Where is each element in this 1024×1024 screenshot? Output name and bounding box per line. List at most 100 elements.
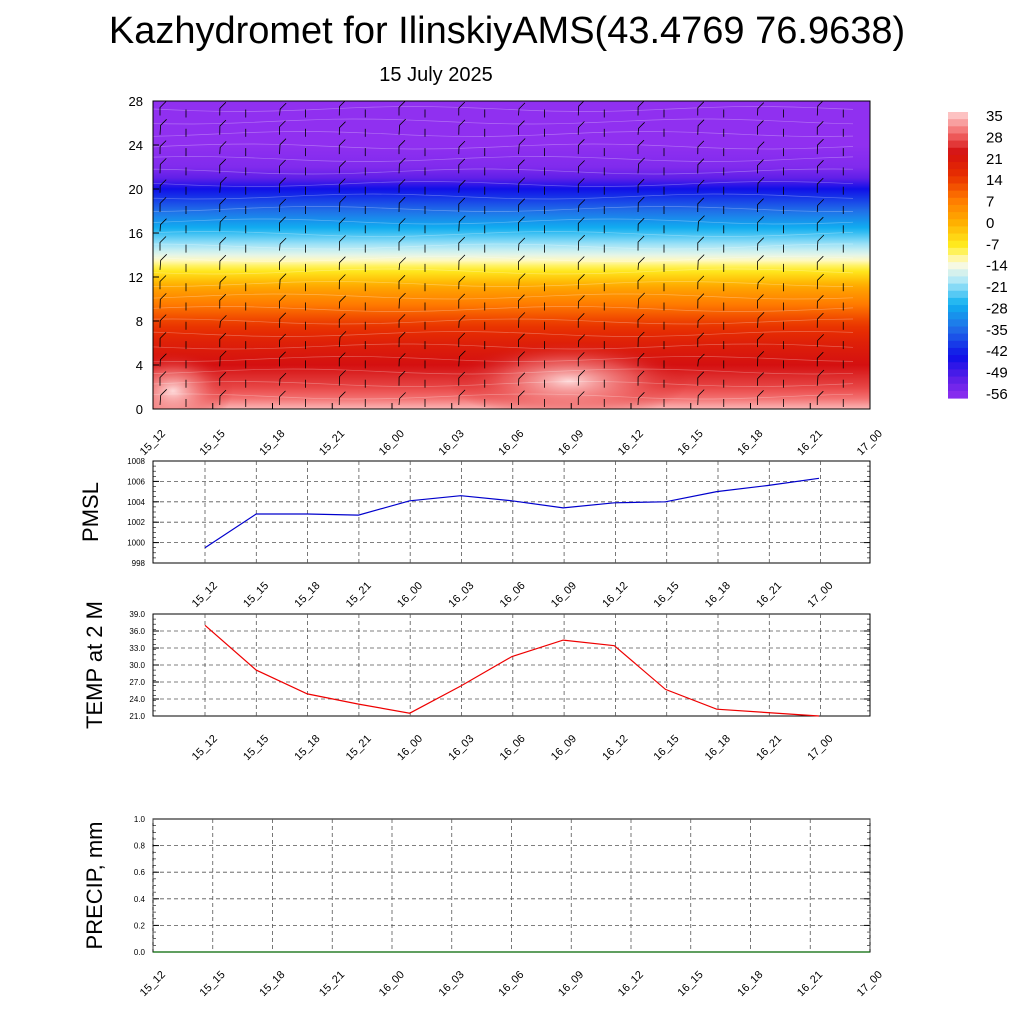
wind-barb bbox=[398, 118, 406, 135]
contour-line bbox=[153, 256, 854, 262]
y-tick-label: 4 bbox=[136, 358, 143, 373]
wind-barb bbox=[518, 120, 525, 135]
wind-barb bbox=[338, 313, 346, 328]
wind-barb bbox=[637, 157, 645, 174]
wind-barb bbox=[816, 351, 824, 367]
wind-barb bbox=[697, 275, 705, 290]
wind-barb bbox=[219, 158, 227, 174]
chart-subtitle: 15 July 2025 bbox=[379, 64, 493, 86]
wind-barb bbox=[398, 392, 406, 406]
x-tick-label: 16_09 bbox=[549, 580, 579, 610]
wind-barb bbox=[219, 293, 227, 309]
wind-barb bbox=[577, 295, 585, 309]
wind-barb bbox=[159, 197, 167, 213]
x-tick-label: 17_00 bbox=[805, 733, 835, 763]
x-tick-label: 16_09 bbox=[549, 733, 579, 763]
wind-barb bbox=[398, 370, 406, 386]
y-tick-label: 33.0 bbox=[129, 644, 145, 653]
wind-barb bbox=[816, 255, 824, 270]
wind-barb bbox=[219, 119, 227, 135]
x-tick-label: 16_12 bbox=[616, 969, 646, 999]
x-tick-label: 15_12 bbox=[190, 733, 220, 763]
y-tick-label: 8 bbox=[136, 314, 143, 329]
wind-barb bbox=[697, 254, 705, 270]
wind-barb bbox=[816, 234, 825, 251]
wind-barb bbox=[757, 177, 765, 193]
contour-line bbox=[153, 218, 854, 225]
colorbar-label: 14 bbox=[986, 172, 1003, 189]
colorbar-cell bbox=[948, 133, 968, 142]
wind-barb bbox=[398, 353, 406, 367]
wind-barb bbox=[697, 389, 705, 406]
wind-barb bbox=[637, 392, 645, 406]
wind-barb bbox=[816, 295, 824, 309]
wind-barb bbox=[577, 121, 585, 135]
colorbar-cell bbox=[948, 369, 968, 378]
wind-barb bbox=[279, 177, 286, 193]
colorbar-cell bbox=[948, 162, 968, 170]
wind-barb bbox=[219, 389, 227, 406]
wind-barb bbox=[279, 138, 287, 155]
colorbar-label: -49 bbox=[986, 365, 1008, 382]
wind-barb bbox=[518, 312, 526, 328]
contour-line bbox=[153, 206, 854, 212]
wind-barb bbox=[518, 102, 526, 116]
contour-line bbox=[153, 131, 854, 137]
wind-barb bbox=[757, 255, 764, 270]
wind-barb bbox=[577, 391, 585, 406]
wind-barb bbox=[279, 372, 287, 386]
colorbar-label: 0 bbox=[986, 215, 994, 232]
wind-barb bbox=[518, 372, 526, 386]
wind-barb bbox=[279, 390, 286, 405]
x-tick-label: 16_00 bbox=[377, 428, 407, 458]
wind-barb bbox=[458, 236, 466, 251]
wind-barb bbox=[458, 254, 466, 270]
wind-barb bbox=[398, 314, 406, 328]
x-tick-label: 15_15 bbox=[241, 733, 271, 763]
wind-barb bbox=[757, 276, 765, 290]
x-tick-label: 15_21 bbox=[317, 428, 347, 458]
wind-barb bbox=[159, 254, 167, 270]
x-tick-label: 16_12 bbox=[600, 733, 630, 763]
colorbar-cell bbox=[948, 169, 968, 177]
x-tick-label: 16_18 bbox=[703, 580, 733, 610]
colorbar-cell bbox=[948, 183, 968, 192]
wind-barb bbox=[338, 256, 346, 270]
wind-barb bbox=[757, 141, 765, 155]
wind-barb bbox=[577, 101, 585, 116]
x-tick-label: 16_21 bbox=[795, 428, 825, 458]
wind-barb bbox=[159, 179, 167, 193]
colorbar-cell bbox=[948, 147, 968, 156]
x-tick-label: 16_21 bbox=[795, 969, 825, 999]
wind-barb bbox=[159, 293, 167, 309]
pmsl-frame bbox=[152, 460, 871, 564]
wind-barb bbox=[637, 235, 645, 251]
precip-ylabel: PRECIP, mm bbox=[82, 822, 107, 950]
wind-barb bbox=[697, 197, 705, 213]
contour-line bbox=[153, 181, 854, 187]
y-tick-label: 12 bbox=[129, 270, 143, 285]
wind-barb bbox=[398, 140, 406, 155]
contour-line bbox=[153, 106, 854, 112]
wind-barb bbox=[518, 198, 525, 213]
y-tick-label: 1002 bbox=[127, 518, 145, 527]
wind-barb bbox=[518, 273, 526, 290]
wind-barb bbox=[697, 140, 705, 155]
colorbar-cell bbox=[948, 112, 968, 120]
wind-barb bbox=[518, 138, 526, 155]
wind-barb bbox=[279, 120, 286, 135]
wind-barb bbox=[159, 218, 167, 232]
contour-line bbox=[153, 356, 854, 362]
wind-barb bbox=[757, 159, 764, 174]
contour-line bbox=[153, 268, 854, 275]
wind-barb bbox=[279, 273, 287, 290]
wind-barb bbox=[757, 120, 764, 135]
x-tick-label: 16_21 bbox=[754, 580, 784, 610]
x-tick-label: 15_18 bbox=[292, 733, 322, 763]
colorbar-cell bbox=[948, 140, 968, 149]
colorbar-label: -21 bbox=[986, 279, 1008, 296]
x-tick-label: 15_12 bbox=[138, 428, 168, 458]
wind-barb bbox=[577, 274, 585, 290]
wind-barb bbox=[398, 196, 406, 213]
x-tick-label: 16_12 bbox=[616, 428, 646, 458]
